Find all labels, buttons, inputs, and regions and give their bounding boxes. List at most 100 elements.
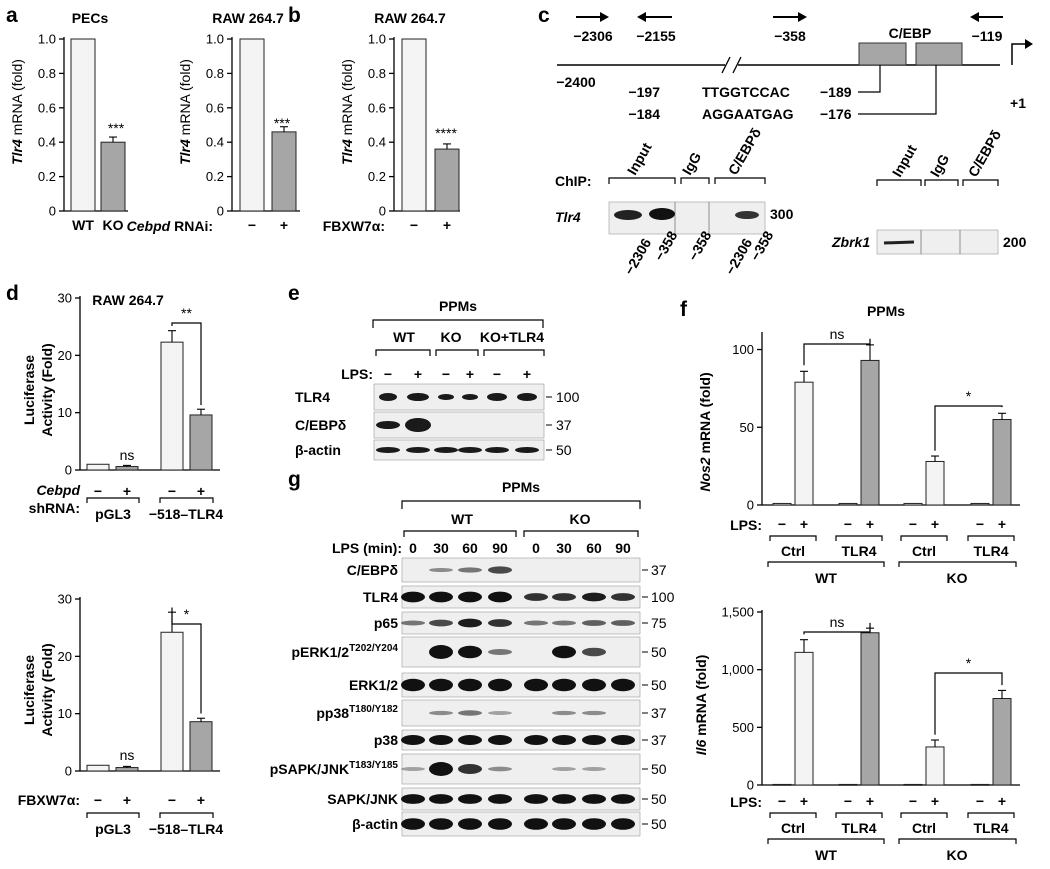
gene-label-zbrk1: Zbrk1 <box>831 234 870 250</box>
sign-label: + <box>523 366 531 382</box>
arrow-left-icon <box>637 12 672 22</box>
protein-label: TLR4 <box>295 389 330 405</box>
blot-band <box>552 620 576 626</box>
lane-label: IgG <box>679 149 705 177</box>
blot-band <box>524 818 548 830</box>
panel-label-b: b <box>288 4 301 27</box>
bar <box>86 463 110 471</box>
primer-label: −358 <box>774 28 806 44</box>
group-label: KO <box>947 570 968 586</box>
mw-marker: 37 <box>556 417 572 433</box>
group-label: pGL3 <box>95 821 131 837</box>
y-tick-label: 20 <box>58 348 72 363</box>
group-bracket <box>835 812 883 818</box>
y-tick-label: 0.6 <box>38 100 56 115</box>
gel-band <box>614 210 642 220</box>
protein-label: β-actin <box>295 442 341 458</box>
y-tick-label: 1.0 <box>38 32 56 47</box>
mw-marker: 100 <box>556 389 580 405</box>
panel-f-il6-chart: Il6 mRNA (fold) 0 500 1,000 1,500 ns * LPS: −… <box>693 605 1020 863</box>
group-label: WT <box>393 329 415 345</box>
left-end-label: −2400 <box>556 74 596 90</box>
time-label: 90 <box>492 540 508 556</box>
arrow-left-icon <box>970 12 1003 22</box>
subgroup-label: TLR4 <box>842 543 877 559</box>
y-tick-label: 1,500 <box>721 605 754 620</box>
y-tick-label: 20 <box>58 649 72 664</box>
group-label: KO+TLR4 <box>480 329 544 345</box>
time-label: 90 <box>615 540 631 556</box>
lps-label: LPS: <box>730 794 762 810</box>
blot-strip <box>401 699 641 727</box>
significance-label: ns <box>830 614 845 630</box>
blot-strip <box>401 557 641 583</box>
y-tick-label: 0 <box>217 204 224 219</box>
blot-band <box>552 593 576 601</box>
blot-band <box>458 710 482 716</box>
mw-marker: 37 <box>651 732 667 748</box>
bar <box>70 38 96 212</box>
significance-mark: *** <box>108 120 125 136</box>
protein-label: p38 <box>374 732 398 748</box>
panel-label-g: g <box>288 468 301 491</box>
y-tick-label: 0 <box>65 764 72 779</box>
condition-label: FBXW7α: <box>323 218 385 234</box>
blot-title: PPMs <box>439 298 477 314</box>
bar <box>86 764 110 772</box>
group-bracket <box>769 535 817 541</box>
group-label: KO <box>570 511 591 527</box>
y-tick-label: 500 <box>732 720 754 735</box>
protein-label: pp38T180/Y182 <box>316 704 398 721</box>
mw-marker: 100 <box>651 589 675 605</box>
gene-label-tlr4: Tlr4 <box>555 209 581 225</box>
sign-label: − <box>976 793 984 809</box>
significance-bracket <box>171 322 202 406</box>
y-tick-label: 0.2 <box>368 169 386 184</box>
significance-label: ns <box>830 326 845 342</box>
mw-marker: 50 <box>651 761 667 777</box>
blot-band <box>552 767 576 771</box>
sign-label: − <box>94 483 102 499</box>
panel-a-pecs-chart: PECs Tlr4 mRNA (fold) 0 0.2 0.4 0.6 0.8 1.0 W… <box>9 10 128 233</box>
blot-band <box>524 794 548 804</box>
bar <box>772 783 792 786</box>
sign-label: − <box>94 792 102 808</box>
panel-d-top-chart: RAW 264.7 Luciferase Activity (Fold) 0 10… <box>21 291 223 523</box>
group-bracket <box>86 497 214 503</box>
blot-band <box>458 678 482 692</box>
y-tick-label: 0 <box>747 498 754 513</box>
bar <box>838 783 858 786</box>
blot-band <box>401 678 425 692</box>
lps-time-label: LPS (min): <box>332 540 402 556</box>
y-tick-label: 0 <box>747 778 754 793</box>
bar <box>100 141 126 212</box>
blot-band <box>458 735 482 745</box>
bar <box>772 502 792 506</box>
chart-title: PPMs <box>867 303 905 319</box>
group-bracket <box>967 535 1015 541</box>
protein-label: p65 <box>374 615 398 631</box>
group-bracket <box>835 535 883 541</box>
y-tick-label: 1.0 <box>206 32 224 47</box>
gel-band <box>883 240 915 245</box>
significance-label: ns <box>120 747 135 763</box>
sign-label: − <box>168 483 176 499</box>
mw-marker: 75 <box>651 615 667 631</box>
y-tick-label: 0.4 <box>38 135 56 150</box>
blot-band <box>462 394 478 400</box>
group-bracket <box>967 812 1015 818</box>
sign-label: + <box>931 516 939 532</box>
sign-label: + <box>466 366 474 382</box>
group-label: pGL3 <box>95 506 131 522</box>
group-label: WT <box>815 570 837 586</box>
subgroup-label: TLR4 <box>974 820 1009 836</box>
sign-label: − <box>778 793 786 809</box>
y-tick-label: 0 <box>65 463 72 478</box>
bar <box>970 783 990 786</box>
group-bracket <box>900 812 948 818</box>
blot-band <box>401 794 425 804</box>
break-mark <box>721 56 731 74</box>
y-tick-label: 0 <box>379 204 386 219</box>
blot-band <box>488 794 512 804</box>
group-label: WT <box>451 511 473 527</box>
